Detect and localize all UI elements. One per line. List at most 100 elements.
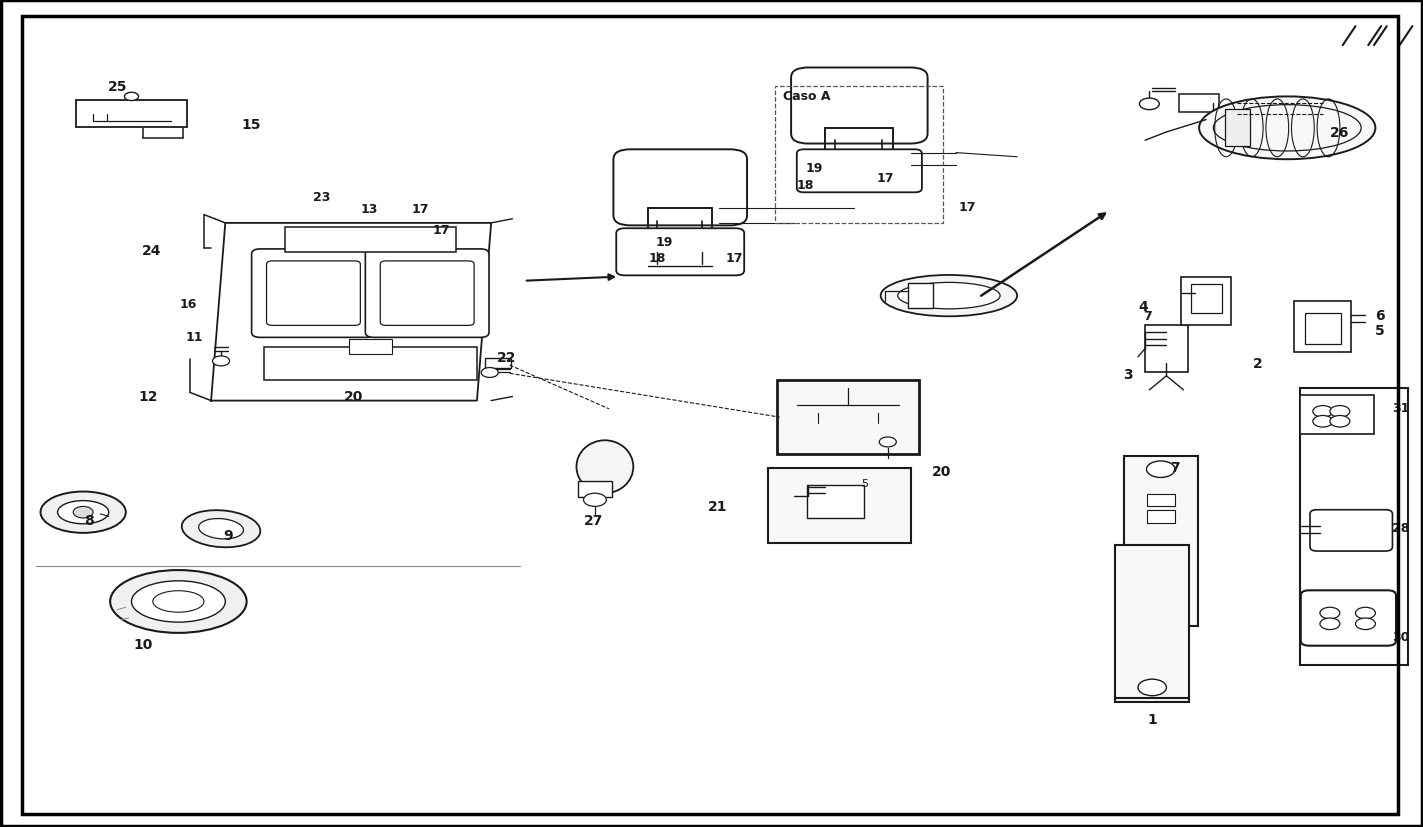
Text: 17: 17 [877, 172, 894, 184]
Bar [1191, 285, 1222, 314]
Text: 13: 13 [360, 203, 377, 216]
Circle shape [73, 507, 92, 519]
Ellipse shape [1200, 98, 1376, 160]
Text: 22: 22 [497, 351, 517, 365]
Text: 21: 21 [707, 500, 727, 514]
Circle shape [124, 93, 138, 102]
Text: 24: 24 [142, 244, 161, 258]
Ellipse shape [881, 275, 1017, 317]
Bar [1181, 278, 1231, 326]
Text: 25: 25 [108, 80, 127, 94]
Circle shape [1331, 416, 1350, 428]
Text: 18: 18 [649, 251, 666, 265]
Circle shape [1138, 679, 1167, 696]
Bar [908, 284, 933, 308]
Bar [1147, 510, 1175, 523]
FancyBboxPatch shape [366, 250, 490, 338]
Bar [1116, 546, 1190, 702]
Text: 27: 27 [583, 514, 603, 528]
Circle shape [1356, 619, 1376, 630]
Ellipse shape [131, 581, 225, 623]
Bar [1147, 494, 1175, 506]
Circle shape [583, 494, 606, 507]
Ellipse shape [182, 510, 260, 547]
Text: 15: 15 [240, 117, 260, 131]
Text: 30: 30 [1392, 630, 1410, 643]
Text: 31: 31 [1392, 401, 1410, 414]
Bar [1301, 389, 1409, 665]
Bar [485, 359, 511, 369]
Bar [776, 88, 943, 223]
Ellipse shape [576, 441, 633, 494]
Bar [807, 485, 864, 519]
Circle shape [1147, 461, 1175, 478]
Bar [75, 101, 186, 128]
FancyBboxPatch shape [252, 250, 376, 338]
Text: 5: 5 [861, 479, 868, 489]
FancyBboxPatch shape [616, 229, 744, 276]
Text: 19: 19 [805, 162, 822, 174]
Text: 9: 9 [223, 528, 233, 543]
Text: Caso A: Caso A [783, 90, 831, 103]
Bar [285, 227, 455, 252]
Bar [1225, 110, 1251, 147]
FancyBboxPatch shape [797, 151, 922, 193]
Circle shape [1140, 99, 1160, 111]
Text: 3: 3 [1123, 368, 1133, 382]
Ellipse shape [57, 501, 108, 524]
Ellipse shape [110, 571, 246, 633]
Ellipse shape [199, 519, 243, 539]
Text: 17: 17 [411, 203, 428, 215]
Text: 7: 7 [1170, 460, 1180, 474]
Text: 20: 20 [343, 390, 363, 404]
FancyBboxPatch shape [1311, 510, 1393, 552]
Text: 16: 16 [179, 298, 196, 311]
Circle shape [1331, 406, 1350, 418]
Text: 17: 17 [726, 251, 743, 265]
Text: 2: 2 [1252, 357, 1262, 371]
Bar [1146, 325, 1188, 373]
Bar [1124, 457, 1198, 626]
Circle shape [1321, 619, 1340, 630]
Ellipse shape [40, 492, 125, 533]
Text: 26: 26 [1331, 126, 1349, 140]
Circle shape [1356, 608, 1376, 619]
FancyBboxPatch shape [380, 261, 474, 326]
Circle shape [212, 356, 229, 366]
Text: 17: 17 [959, 201, 976, 213]
Ellipse shape [1214, 106, 1362, 152]
Bar [1305, 313, 1340, 345]
Bar [1301, 395, 1375, 435]
Circle shape [1321, 608, 1340, 619]
Text: 17: 17 [433, 224, 450, 237]
Ellipse shape [898, 283, 1000, 309]
Text: 4: 4 [1138, 299, 1148, 313]
Text: 8: 8 [84, 514, 94, 528]
Text: 5: 5 [1375, 324, 1385, 338]
Bar [349, 340, 391, 355]
Text: 11: 11 [185, 331, 203, 344]
Bar [1180, 95, 1220, 113]
Text: 19: 19 [656, 235, 673, 248]
Text: 7: 7 [1144, 309, 1153, 323]
Text: 20: 20 [932, 464, 952, 478]
Circle shape [879, 437, 896, 447]
Bar [768, 469, 911, 543]
Text: 28: 28 [1392, 521, 1410, 534]
FancyBboxPatch shape [1301, 590, 1396, 646]
Text: 6: 6 [1375, 309, 1385, 323]
Text: 1: 1 [1147, 712, 1157, 726]
Ellipse shape [152, 591, 203, 613]
Circle shape [1313, 406, 1333, 418]
Circle shape [1313, 416, 1333, 428]
FancyBboxPatch shape [613, 151, 747, 226]
Text: 23: 23 [313, 191, 330, 203]
Bar [1295, 301, 1352, 352]
Text: 18: 18 [797, 179, 814, 191]
Bar [777, 380, 919, 455]
Text: 12: 12 [139, 390, 158, 404]
Bar [263, 347, 477, 380]
FancyBboxPatch shape [266, 261, 360, 326]
Bar [578, 481, 612, 498]
Text: 10: 10 [134, 638, 152, 652]
